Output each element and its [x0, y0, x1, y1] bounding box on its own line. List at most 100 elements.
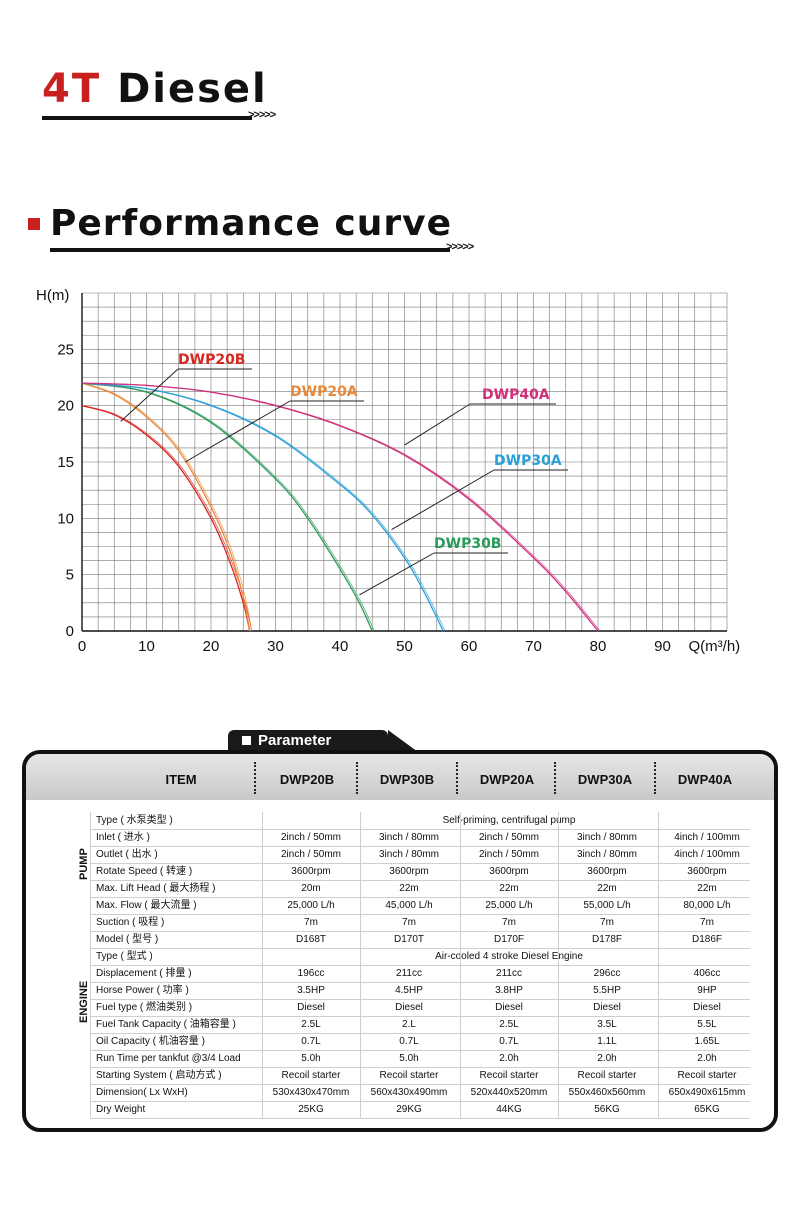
row-value: 45,000 L/h [385, 900, 433, 911]
row-value: 20m [301, 883, 321, 894]
header-model: DWP20B [279, 772, 335, 787]
y-tick-label: 0 [66, 623, 74, 640]
x-tick-label: 0 [78, 638, 86, 655]
y-axis-label: H(m) [36, 287, 69, 304]
table-row: Fuel type ( 燃油类别 ) Diesel Diesel Diesel Dies… [90, 999, 750, 1017]
header-model: DWP30B [379, 772, 435, 787]
table-row: Model ( 型号 ) D168T D170T D170F D178F D186F [90, 931, 750, 949]
row-value: 5.0h [399, 1053, 419, 1064]
row-value: 22m [597, 883, 617, 894]
row-value: 211cc [496, 968, 522, 979]
series-line-dwp20a [83, 382, 253, 632]
row-value: 2.0h [597, 1053, 617, 1064]
callout-leader [120, 368, 179, 422]
table-row: Oil Capacity ( 机油容量 ) 0.7L 0.7L 0.7L 1.1L 1.6… [90, 1033, 750, 1051]
tab-square-icon [242, 736, 251, 745]
row-value: 4inch / 100mm [674, 849, 740, 860]
header-separator [554, 762, 556, 794]
row-value: 22m [697, 883, 717, 894]
series-line-dwp30b [83, 382, 375, 632]
table-row: Type ( 水泵类型 ) Self-priming, centrifugal p… [90, 812, 750, 830]
row-value: 2.0h [697, 1053, 717, 1064]
row-value: 0.7L [399, 1036, 419, 1047]
callout-label-dwp30a: DWP30A [494, 453, 562, 469]
row-value: 65KG [694, 1104, 720, 1115]
heading-underline [42, 116, 252, 120]
row-value: 9HP [697, 985, 717, 996]
row-value: 296cc [593, 968, 621, 979]
parameter-tab: Parameter [228, 730, 418, 752]
series-line-dwp30b [81, 382, 373, 632]
column-divider [360, 812, 361, 1118]
row-value: 2.0h [499, 1053, 519, 1064]
callout-leader [359, 552, 435, 596]
header-model: DWP30A [577, 772, 633, 787]
row-value: 4.5HP [395, 985, 423, 996]
x-tick-label: 30 [267, 638, 284, 655]
row-value: 44KG [496, 1104, 522, 1115]
callout-leader [391, 469, 495, 531]
row-value: 7m [304, 917, 318, 928]
series-line-dwp30a [81, 382, 444, 632]
column-divider [262, 812, 263, 1118]
row-value: 0.7L [301, 1036, 321, 1047]
table-row: Starting System ( 启动方式 ) Recoil starter Re… [90, 1067, 750, 1085]
row-value: 1.65L [694, 1036, 720, 1047]
table-row: Dimension( Lx WxH) 530x430x470mm 560x430x4… [90, 1084, 750, 1102]
header-separator [654, 762, 656, 794]
row-value: 520x440x520mm [470, 1087, 548, 1098]
callout-leader [184, 400, 291, 463]
row-value: 2inch / 50mm [280, 832, 342, 843]
row-value: 25KG [298, 1104, 324, 1115]
row-value: 80,000 L/h [683, 900, 731, 911]
table-row: Outlet ( 出水 ) 2inch / 50mm 3inch / 80mm 2in… [90, 846, 750, 864]
row-value: D170T [393, 934, 424, 945]
row-value: Diesel [495, 1002, 523, 1013]
row-value: 3600rpm [687, 866, 727, 877]
row-value: 3inch / 80mm [576, 849, 638, 860]
row-value: D186F [691, 934, 722, 945]
row-value: 2.5L [301, 1019, 321, 1030]
y-tick-label: 10 [57, 510, 74, 527]
table-row: Suction ( 吸程 ) 7m 7m 7m 7m 7m [90, 914, 750, 932]
row-value: Diesel [395, 1002, 423, 1013]
row-value: 3.5L [597, 1019, 617, 1030]
table-row: Type ( 型式 ) Air-cooled 4 stroke Diesel En… [90, 948, 750, 966]
row-value: 196cc [297, 968, 325, 979]
row-span-value: Self-priming, centrifugal pump [442, 815, 576, 826]
heading-arrows: >>>>> [248, 109, 276, 121]
row-value: 29KG [396, 1104, 422, 1115]
row-value: 3.8HP [495, 985, 523, 996]
section-title: Performance curve [50, 203, 453, 244]
y-tick-label: 25 [57, 341, 74, 358]
row-value: 5.5L [697, 1019, 717, 1030]
row-value: 2.5L [499, 1019, 519, 1030]
row-value: 550x460x560mm [568, 1087, 646, 1098]
column-divider [90, 812, 91, 1118]
header-separator [254, 762, 256, 794]
x-tick-label: 60 [461, 638, 478, 655]
y-tick-label: 15 [57, 454, 74, 471]
parameter-table: ITEM DWP20B DWP30B DWP20A DWP30A DWP40A … [22, 750, 778, 1132]
row-value: 3600rpm [587, 866, 627, 877]
row-value: Recoil starter [281, 1070, 341, 1081]
row-value: 2inch / 50mm [478, 832, 540, 843]
row-value: 7m [402, 917, 416, 928]
row-value: Recoil starter [577, 1070, 637, 1081]
column-divider [658, 812, 659, 1118]
callout-label-dwp30b: DWP30B [434, 536, 501, 552]
series-line-dwp40a [83, 382, 601, 632]
group-label-pump: PUMP [78, 848, 90, 880]
row-label: Inlet ( 进水 ) [96, 832, 150, 843]
callout-label-dwp20b: DWP20B [178, 352, 245, 368]
row-value: 2.L [402, 1019, 416, 1030]
parameter-tab-label: Parameter [258, 732, 332, 749]
row-value: 4inch / 100mm [674, 832, 740, 843]
y-tick-label: 20 [57, 398, 74, 415]
x-tick-label: 90 [654, 638, 671, 655]
row-label: Suction ( 吸程 ) [96, 917, 165, 928]
column-divider [558, 812, 559, 1118]
series-line-dwp20a [81, 382, 251, 632]
row-value: 530x430x470mm [272, 1087, 350, 1098]
table-row: Dry Weight 25KG 29KG 44KG 56KG 65KG [90, 1101, 750, 1119]
